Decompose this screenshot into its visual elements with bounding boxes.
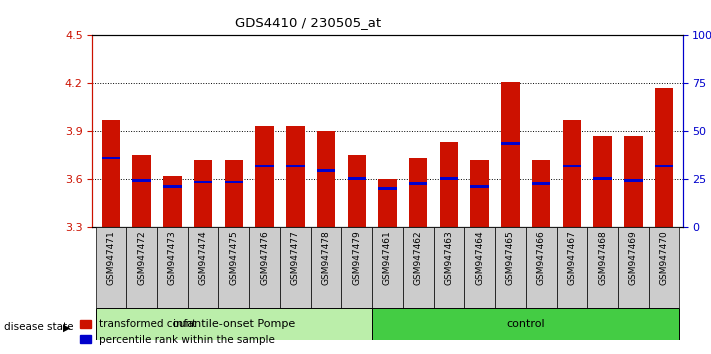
FancyBboxPatch shape — [341, 227, 372, 308]
FancyBboxPatch shape — [618, 227, 648, 308]
Bar — [225, 181, 243, 183]
Text: GSM947464: GSM947464 — [475, 231, 484, 285]
Bar — [655, 88, 673, 227]
FancyBboxPatch shape — [372, 308, 680, 340]
Text: GSM947466: GSM947466 — [537, 231, 545, 285]
FancyBboxPatch shape — [280, 227, 311, 308]
Bar — [471, 160, 489, 227]
Text: GSM947475: GSM947475 — [230, 231, 238, 285]
FancyBboxPatch shape — [372, 227, 403, 308]
Bar — [255, 165, 274, 167]
Bar — [348, 177, 366, 180]
Bar — [163, 185, 181, 188]
FancyBboxPatch shape — [311, 227, 341, 308]
Bar — [286, 126, 304, 227]
Bar — [594, 177, 612, 180]
Bar — [378, 187, 397, 190]
FancyBboxPatch shape — [95, 308, 372, 340]
Text: GSM947472: GSM947472 — [137, 231, 146, 285]
Text: ▶: ▶ — [63, 322, 70, 332]
Bar — [194, 181, 213, 183]
Text: GSM947470: GSM947470 — [660, 231, 668, 285]
Text: GSM947474: GSM947474 — [198, 231, 208, 285]
Text: GSM947473: GSM947473 — [168, 231, 177, 285]
Bar — [409, 158, 427, 227]
Bar — [225, 160, 243, 227]
Bar — [562, 120, 581, 227]
Bar — [163, 176, 181, 227]
FancyBboxPatch shape — [526, 227, 557, 308]
Bar — [624, 179, 643, 182]
FancyBboxPatch shape — [587, 227, 618, 308]
Bar — [655, 165, 673, 167]
Text: GSM947465: GSM947465 — [506, 231, 515, 285]
Text: GSM947477: GSM947477 — [291, 231, 300, 285]
Bar — [378, 179, 397, 227]
Text: GSM947479: GSM947479 — [352, 231, 361, 285]
FancyBboxPatch shape — [464, 227, 495, 308]
FancyBboxPatch shape — [188, 227, 218, 308]
Text: GSM947478: GSM947478 — [321, 231, 331, 285]
Text: control: control — [506, 319, 545, 329]
Text: GSM947471: GSM947471 — [107, 231, 115, 285]
Bar — [532, 182, 550, 185]
FancyBboxPatch shape — [557, 227, 587, 308]
Bar — [562, 165, 581, 167]
FancyBboxPatch shape — [434, 227, 464, 308]
Text: GSM947476: GSM947476 — [260, 231, 269, 285]
Bar — [102, 120, 120, 227]
Bar — [532, 160, 550, 227]
FancyBboxPatch shape — [495, 227, 526, 308]
Bar — [255, 126, 274, 227]
Bar — [194, 160, 213, 227]
Bar — [501, 142, 520, 145]
Text: GSM947469: GSM947469 — [629, 231, 638, 285]
Bar — [317, 169, 336, 172]
Text: disease state: disease state — [4, 322, 73, 332]
Bar — [624, 136, 643, 227]
Text: GSM947467: GSM947467 — [567, 231, 577, 285]
FancyBboxPatch shape — [157, 227, 188, 308]
Text: GSM947461: GSM947461 — [383, 231, 392, 285]
FancyBboxPatch shape — [249, 227, 280, 308]
Text: GSM947462: GSM947462 — [414, 231, 423, 285]
Bar — [132, 155, 151, 227]
Bar — [317, 131, 336, 227]
Bar — [409, 182, 427, 185]
Bar — [501, 81, 520, 227]
Bar — [102, 156, 120, 160]
FancyBboxPatch shape — [648, 227, 680, 308]
FancyBboxPatch shape — [95, 227, 127, 308]
Text: GSM947468: GSM947468 — [598, 231, 607, 285]
Bar — [286, 165, 304, 167]
Bar — [471, 185, 489, 188]
Legend: transformed count, percentile rank within the sample: transformed count, percentile rank withi… — [76, 315, 279, 349]
Bar — [348, 155, 366, 227]
FancyBboxPatch shape — [218, 227, 249, 308]
FancyBboxPatch shape — [127, 227, 157, 308]
Bar — [594, 136, 612, 227]
Bar — [439, 142, 458, 227]
Bar — [439, 177, 458, 180]
FancyBboxPatch shape — [403, 227, 434, 308]
Bar — [132, 179, 151, 182]
Text: GSM947463: GSM947463 — [444, 231, 454, 285]
Text: infantile-onset Pompe: infantile-onset Pompe — [173, 319, 295, 329]
Text: GDS4410 / 230505_at: GDS4410 / 230505_at — [235, 16, 381, 29]
